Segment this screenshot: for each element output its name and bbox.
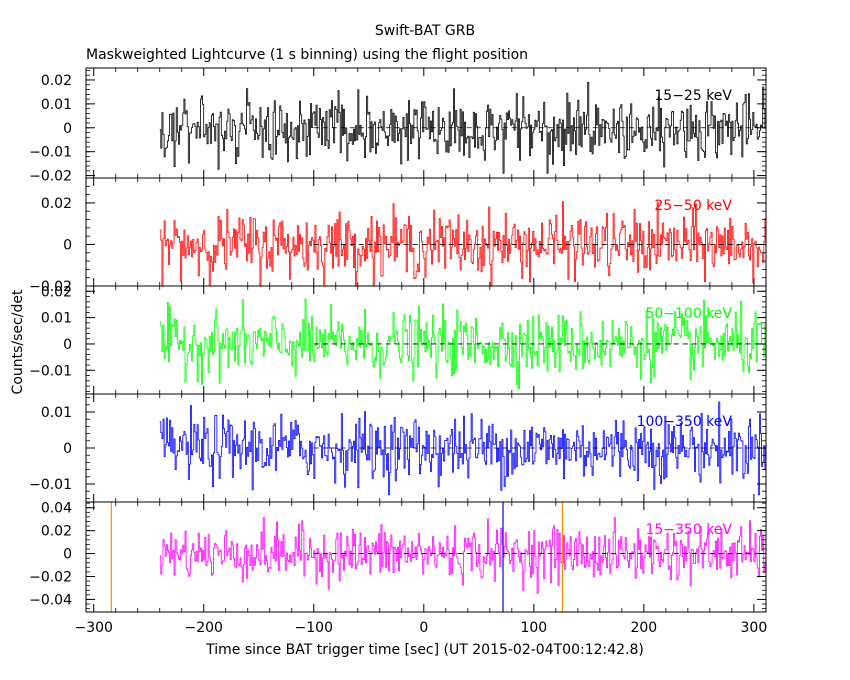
x-tick-label-6: 200 [630, 620, 657, 636]
y-tick-label-3-2: 0.01 [41, 311, 72, 327]
y-tick-label-4-2: 0 [63, 441, 72, 457]
y-tick-label-5-4: −0.02 [29, 569, 72, 585]
y-tick-label-1-2: 0.01 [41, 97, 72, 113]
x-axis-label: Time since BAT trigger time [sec] (UT 20… [205, 642, 644, 658]
band-label-2: 25−50 keV [654, 198, 732, 214]
x-axis: −300 −200 −100 0 100 200 300 [74, 68, 767, 636]
chart-subtitle: Maskweighted Lightcurve (1 s binning) us… [86, 47, 528, 63]
x-tick-label-4: 0 [419, 620, 428, 636]
panel-4: 0.01 0 −0.01 100−350 keV [29, 393, 767, 503]
lightcurve-trace-2 [159, 201, 766, 286]
y-axis-label: Counts/sec/det [10, 289, 26, 394]
y-tick-label-5-1: 0.04 [41, 501, 72, 517]
lightcurve-trace-3 [159, 298, 766, 390]
band-label-3: 50−100 keV [645, 306, 732, 322]
panel-3: 0.02 0.01 0 −0.01 50−100 keV [29, 284, 767, 395]
lightcurve-trace-1 [159, 81, 766, 174]
chart-title: Swift-BAT GRB [375, 23, 475, 39]
lightcurve-trace-4 [159, 401, 766, 496]
y-tick-label-1-3: 0 [63, 121, 72, 137]
band-label-4: 100−350 keV [637, 414, 733, 430]
panel-frame-5 [85, 501, 767, 613]
y-tick-label-5-2: 0.02 [41, 524, 72, 540]
y-tick-label-3-4: −0.01 [29, 363, 72, 379]
panel-5: 0.04 0.02 0 −0.02 −0.04 15−350 keV [29, 501, 767, 613]
y-tick-label-4-1: 0.01 [41, 405, 72, 421]
y-tick-label-2-1: 0.02 [41, 196, 72, 212]
lightcurve-trace-5 [159, 517, 766, 594]
band-label-1: 15−25 keV [654, 88, 732, 104]
panel-1: 0.02 0.01 0 −0.01 −0.02 15−25 keV [29, 67, 767, 185]
y-tick-label-1-1: 0.02 [41, 73, 72, 89]
band-label-5: 15−350 keV [645, 522, 732, 538]
x-tick-label-2: −200 [185, 620, 223, 636]
x-tick-label-7: 300 [741, 620, 768, 636]
x-tick-label-5: 100 [520, 620, 547, 636]
y-tick-label-5-5: −0.04 [29, 592, 72, 608]
y-tick-label-5-3: 0 [63, 547, 72, 563]
y-tick-label-2-3: −0.02 [29, 279, 72, 295]
panel-2: 0.02 0 −0.02 25−50 keV [29, 177, 767, 295]
x-tick-label-1: −300 [74, 620, 112, 636]
y-tick-label-3-3: 0 [63, 337, 72, 353]
y-tick-label-3-1: 0.02 [41, 284, 72, 300]
y-tick-label-1-5: −0.02 [29, 169, 72, 185]
y-tick-label-4-3: −0.01 [29, 477, 72, 493]
panels: 0.02 0.01 0 −0.01 −0.02 15−25 keV 0.02 0 −0.02 25… [29, 67, 767, 613]
x-tick-label-3: −100 [295, 620, 333, 636]
y-tick-label-2-2: 0 [63, 237, 72, 253]
y-tick-label-1-4: −0.01 [29, 145, 72, 161]
